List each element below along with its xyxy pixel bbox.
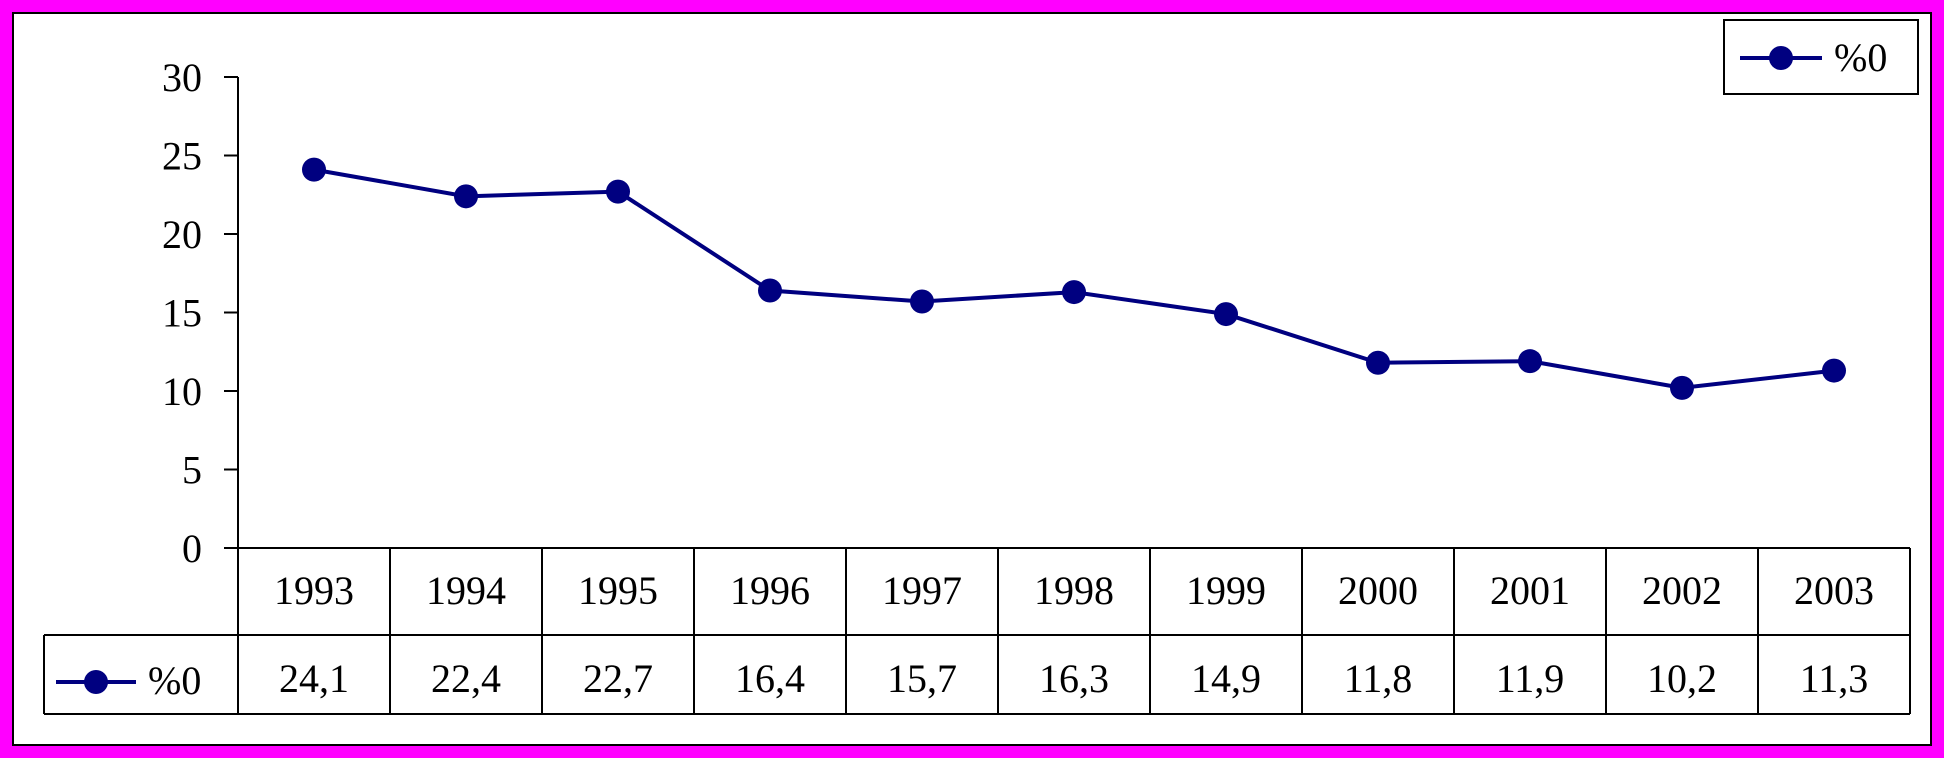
y-tick-label: 0: [182, 526, 202, 571]
x-category-label: 1997: [882, 568, 962, 613]
data-table-value: 16,3: [1039, 656, 1109, 701]
x-category-label: 2002: [1642, 568, 1722, 613]
x-category-label: 2001: [1490, 568, 1570, 613]
data-point: [454, 184, 478, 209]
y-tick-label: 25: [162, 134, 202, 179]
y-tick-label: 15: [162, 291, 202, 336]
data-table-value: 15,7: [887, 656, 957, 701]
table-legend-marker: [84, 670, 108, 694]
data-point: [1822, 358, 1846, 383]
y-tick-label: 5: [182, 448, 202, 493]
chart-area: [12, 12, 1932, 746]
data-table-value: 11,3: [1800, 656, 1869, 701]
data-point: [1062, 280, 1086, 305]
data-table-value: 11,8: [1344, 656, 1413, 701]
x-category-label: 2003: [1794, 568, 1874, 613]
data-point: [1518, 349, 1542, 374]
data-point: [606, 179, 630, 204]
y-tick-label: 30: [162, 55, 202, 100]
series-line: [313, 167, 1835, 390]
data-table-value: 22,4: [431, 656, 501, 701]
data-table-value: 10,2: [1647, 656, 1717, 701]
x-category-label: 1994: [426, 568, 506, 613]
legend-label: %0: [1834, 35, 1887, 80]
data-point: [910, 289, 934, 314]
data-point: [758, 278, 782, 303]
data-point: [302, 157, 326, 182]
data-point: [1366, 350, 1390, 375]
x-category-label: 1993: [274, 568, 354, 613]
data-table-value: 11,9: [1496, 656, 1565, 701]
data-table-value: 24,1: [279, 656, 349, 701]
data-table-value: 16,4: [735, 656, 805, 701]
legend-marker: [1769, 46, 1793, 70]
x-category-label: 2000: [1338, 568, 1418, 613]
x-category-label: 1996: [730, 568, 810, 613]
x-category-label: 1995: [578, 568, 658, 613]
data-table-value: 22,7: [583, 656, 653, 701]
data-point: [1670, 375, 1694, 400]
x-category-label: 1998: [1034, 568, 1114, 613]
y-tick-label: 10: [162, 369, 202, 414]
x-category-label: 1999: [1186, 568, 1266, 613]
data-point: [1214, 302, 1238, 327]
y-tick-label: 20: [162, 212, 202, 257]
table-series-label: %0: [148, 658, 201, 703]
data-table-value: 14,9: [1191, 656, 1261, 701]
